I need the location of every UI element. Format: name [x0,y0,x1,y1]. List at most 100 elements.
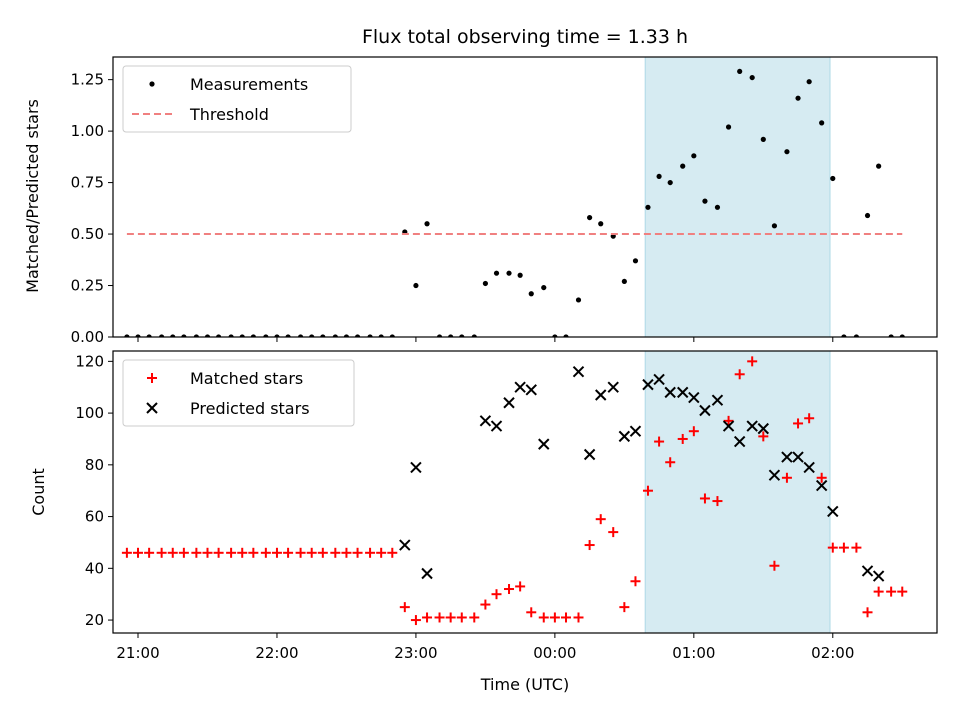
marker-d2 [688,391,700,404]
matched-star-marker [271,547,282,558]
measurement-point [506,270,512,276]
matched-star-marker [873,586,884,597]
x-tick-label: 22:00 [255,644,298,662]
measurement-point [309,334,315,337]
chart-title: Flux total observing time = 1.33 h [362,26,688,48]
shaded-region [644,351,831,633]
predicted-star-marker [642,378,654,391]
predicted-star-marker [768,469,781,481]
measurement-point [632,258,639,264]
measurement-point [795,95,801,101]
legend-label: Matched stars [190,369,303,388]
measurement-point [459,334,465,337]
plot-frame [112,350,938,634]
measurement-point [274,334,280,337]
measurement-point [135,334,141,337]
marker-d2 [861,565,874,577]
y-tick-label: 0.75 [71,174,104,192]
matched-star-marker [295,547,306,558]
matched-star-marker [480,599,491,610]
marker-d2 [629,425,642,437]
matched-star-marker [434,612,445,623]
matched-star-marker [121,547,132,558]
marker-d2 [595,389,607,401]
measurement-point [853,334,860,337]
predicted-star-marker [399,539,411,551]
measurement-point [517,272,523,278]
predicted-star-marker [861,565,874,577]
measurement-point [482,280,488,287]
matched-star-marker [758,431,769,442]
shaded-region [644,57,831,337]
matched-star-marker [491,589,502,600]
measurement-point [656,173,662,180]
measurement-point [645,204,651,210]
measurement-point [354,334,361,337]
matched-star-marker [619,602,630,613]
measurement-point [749,74,755,81]
y-tick-label: 20 [85,611,104,629]
matched-star-marker [260,547,271,558]
measurement-point [864,212,871,219]
marker-d2 [538,438,550,450]
predicted-star-marker [421,567,433,580]
matched-star-marker [365,547,376,558]
marker-d2 [872,570,885,582]
measurement-point [343,334,350,337]
matched-star-marker [851,542,862,553]
measurement-point [830,175,836,182]
measurement-point [760,136,766,142]
predicted-star-marker [688,391,700,404]
matched-star-marker [630,576,641,587]
measurement-point [285,334,291,337]
measurement-point [239,334,245,337]
measurement-point [367,334,373,337]
marker-d2 [792,451,804,463]
matched-star-marker [747,356,758,367]
marker-d2 [711,394,724,406]
legend-marker [146,402,158,414]
marker-d2 [699,404,711,417]
measurement-point [320,334,326,337]
x-tick-label: 00:00 [533,644,576,662]
plot-frame [112,56,938,338]
measurement-point [181,334,187,337]
measurement-point [784,149,790,155]
measurement-point [541,284,547,291]
marker-d2 [653,373,665,386]
y-tick-label: 120 [75,352,104,370]
predicted-star-marker [618,430,631,443]
measurement-point [680,163,686,169]
matched-star-marker [456,612,467,623]
legend-box [122,65,352,133]
matched-star-marker [769,560,780,571]
measurement-point [436,334,443,337]
matched-star-marker [237,547,248,558]
measurement-point [424,221,430,227]
measurement-point [159,334,165,337]
marker-d2 [583,448,596,461]
legend-label: Predicted stars [190,399,310,418]
measurement-point [216,334,222,337]
matched-star-marker [781,472,792,483]
y-tick-label: 1.25 [71,71,104,89]
matched-star-marker [178,547,189,558]
legend: Matched stars Predicted stars [122,359,355,427]
measurement-point [146,334,152,337]
marker-d2 [768,469,781,481]
y-tick-label: 40 [85,559,104,577]
matched-star-marker [723,415,734,426]
measurement-point [124,334,130,337]
measurement-point [448,334,454,337]
measurement-point [552,334,558,337]
y-tick-label: 0.00 [71,328,104,346]
matched-star-marker [862,607,873,618]
count-panel: 20 40 60 80 100 120 21:00 22:00 23:00 00:00 01:00 0… [75,350,938,662]
marker-d2 [757,422,770,435]
top-y-axis-label: Matched/Predicted stars [23,99,42,293]
predicted-star-marker [490,420,503,432]
matched-star-marker [688,426,699,437]
legend-box [122,359,355,427]
predicted-star-marker [525,384,537,396]
